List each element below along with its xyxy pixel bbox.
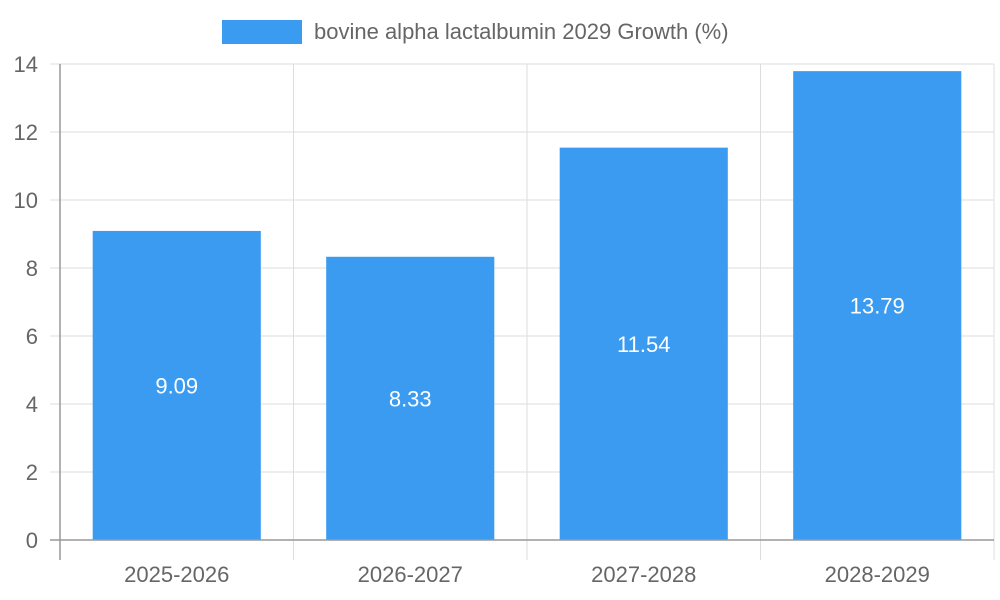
- y-tick-label: 12: [14, 120, 38, 145]
- y-tick-label: 2: [26, 460, 38, 485]
- legend-label[interactable]: bovine alpha lactalbumin 2029 Growth (%): [314, 19, 729, 44]
- bar[interactable]: [326, 256, 495, 540]
- legend[interactable]: bovine alpha lactalbumin 2029 Growth (%): [222, 19, 729, 44]
- bar[interactable]: [793, 71, 962, 540]
- bar-data-label: 11.54: [617, 332, 670, 357]
- bar[interactable]: [559, 147, 728, 540]
- bar-data-label: 13.79: [850, 294, 905, 319]
- legend-swatch[interactable]: [222, 20, 302, 44]
- x-tick-label: 2028-2029: [825, 562, 930, 587]
- y-tick-label: 8: [26, 256, 38, 281]
- y-tick-label: 6: [26, 324, 38, 349]
- bar-data-label: 9.09: [155, 373, 198, 398]
- x-tick-label: 2025-2026: [124, 562, 229, 587]
- bar[interactable]: [92, 230, 261, 540]
- bar-data-label: 8.33: [389, 386, 432, 411]
- labels: 0 2 4 6 8 10 12 14 9.09 2025-2026 8.33 2026-2027 11.…: [14, 52, 930, 587]
- bars: [92, 71, 962, 540]
- y-tick-label: 4: [26, 392, 38, 417]
- y-tick-label: 10: [14, 188, 38, 213]
- y-tick-label: 0: [26, 528, 38, 553]
- x-tick-label: 2026-2027: [358, 562, 463, 587]
- x-tick-label: 2027-2028: [591, 562, 696, 587]
- y-tick-label: 14: [14, 52, 38, 77]
- axes: [50, 64, 994, 560]
